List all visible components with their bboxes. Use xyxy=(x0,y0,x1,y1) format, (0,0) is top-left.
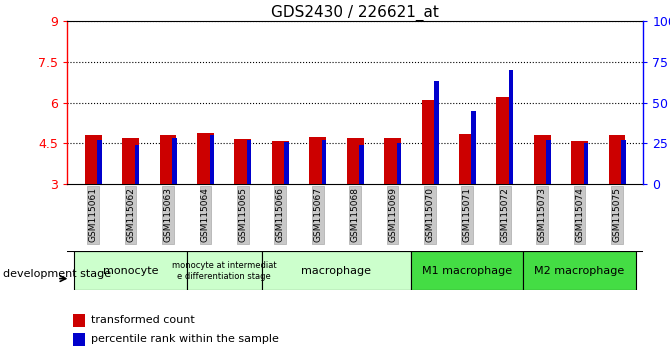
Bar xyxy=(210,135,214,184)
Text: GSM115061: GSM115061 xyxy=(88,188,98,242)
Bar xyxy=(122,138,139,184)
Text: GSM115067: GSM115067 xyxy=(313,188,322,242)
Text: GSM115075: GSM115075 xyxy=(612,188,622,242)
Bar xyxy=(434,81,439,184)
Text: monocyte: monocyte xyxy=(103,266,158,276)
Bar xyxy=(234,139,251,184)
Title: GDS2430 / 226621_at: GDS2430 / 226621_at xyxy=(271,5,439,21)
Bar xyxy=(459,134,476,184)
Bar xyxy=(384,138,401,184)
Text: GSM115072: GSM115072 xyxy=(500,188,509,242)
Bar xyxy=(584,143,588,184)
Bar xyxy=(85,135,102,184)
Bar xyxy=(97,140,102,184)
Bar xyxy=(74,251,187,290)
Bar xyxy=(523,251,636,290)
Bar xyxy=(496,97,513,184)
Bar xyxy=(247,140,251,184)
Bar xyxy=(346,138,364,184)
Bar xyxy=(608,135,625,184)
Bar xyxy=(359,145,364,184)
Bar xyxy=(621,140,626,184)
Bar xyxy=(310,137,326,184)
Text: development stage: development stage xyxy=(3,269,111,279)
Bar xyxy=(172,138,177,184)
Text: GSM115062: GSM115062 xyxy=(126,188,135,242)
Text: monocyte at intermediat
e differentiation stage: monocyte at intermediat e differentiatio… xyxy=(172,261,277,280)
Text: macrophage: macrophage xyxy=(302,266,371,276)
Bar xyxy=(135,145,139,184)
Text: GSM115070: GSM115070 xyxy=(425,188,434,242)
Bar xyxy=(534,135,551,184)
Text: GSM115066: GSM115066 xyxy=(276,188,285,242)
Text: M2 macrophage: M2 macrophage xyxy=(535,266,624,276)
Bar xyxy=(261,251,411,290)
Bar xyxy=(187,251,261,290)
Bar xyxy=(571,141,588,184)
Text: GSM115063: GSM115063 xyxy=(163,188,172,242)
Text: GSM115069: GSM115069 xyxy=(388,188,397,242)
Bar xyxy=(73,333,86,346)
Bar xyxy=(421,100,438,184)
Bar xyxy=(272,141,289,184)
Bar xyxy=(397,143,401,184)
Text: GSM115065: GSM115065 xyxy=(239,188,247,242)
Text: GSM115071: GSM115071 xyxy=(463,188,472,242)
Bar xyxy=(546,140,551,184)
Text: M1 macrophage: M1 macrophage xyxy=(422,266,513,276)
Text: transformed count: transformed count xyxy=(91,315,195,325)
Bar xyxy=(73,314,86,327)
Bar xyxy=(159,135,176,184)
Text: GSM115073: GSM115073 xyxy=(538,188,547,242)
Text: GSM115074: GSM115074 xyxy=(575,188,584,242)
Text: GSM115068: GSM115068 xyxy=(350,188,360,242)
Bar xyxy=(197,132,214,184)
Text: percentile rank within the sample: percentile rank within the sample xyxy=(91,335,279,344)
Bar xyxy=(285,142,289,184)
Bar xyxy=(472,111,476,184)
Bar xyxy=(509,70,513,184)
Bar xyxy=(322,140,326,184)
Text: GSM115064: GSM115064 xyxy=(201,188,210,242)
Bar xyxy=(411,251,523,290)
